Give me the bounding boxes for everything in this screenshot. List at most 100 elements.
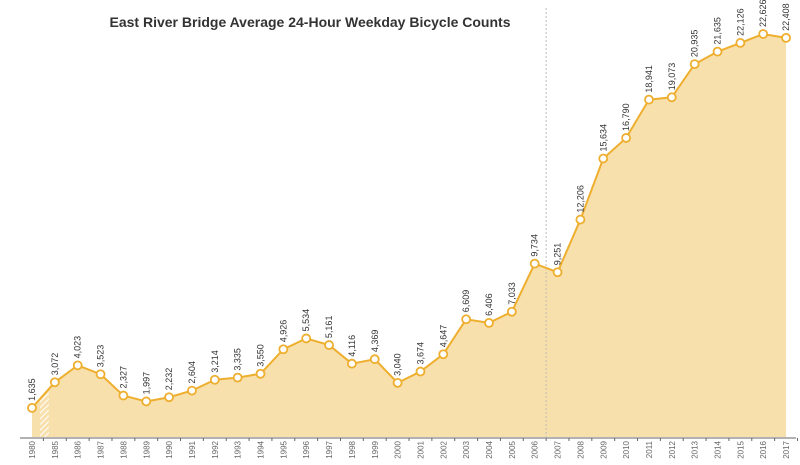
x-tick-label: 2012 (668, 440, 677, 458)
area-fill (32, 34, 787, 437)
x-tick-label: 1997 (325, 440, 334, 458)
data-point (118, 390, 129, 401)
x-tick-label: 1985 (51, 440, 60, 458)
data-label: 5,161 (324, 316, 334, 339)
data-point (644, 94, 654, 105)
data-label: 2,604 (187, 361, 197, 384)
data-label: 4,926 (278, 320, 288, 343)
x-tick-label: 1999 (371, 440, 380, 458)
data-point (689, 59, 700, 70)
data-label: 3,674 (415, 342, 425, 365)
x-tick-label: 2015 (736, 440, 745, 458)
data-point (27, 402, 37, 413)
data-point (735, 38, 746, 48)
x-tick-label: 2017 (782, 440, 791, 458)
x-tick-label: 1991 (188, 440, 197, 458)
data-point (369, 354, 380, 365)
data-label: 3,214 (210, 350, 220, 373)
data-label: 22,126 (735, 8, 745, 36)
x-tick-label: 1994 (257, 440, 266, 458)
data-label: 3,523 (96, 345, 106, 368)
x-tick-label: 1986 (74, 440, 83, 458)
data-point (187, 385, 197, 396)
data-point (598, 153, 609, 164)
x-tick-label: 2014 (714, 440, 723, 458)
x-tick-label: 2010 (622, 440, 631, 458)
data-label: 15,634 (598, 124, 608, 152)
data-point (712, 46, 723, 57)
x-tick-label: 2005 (508, 440, 517, 458)
data-point (529, 258, 540, 269)
x-tick-label: 1995 (279, 440, 288, 458)
data-label: 4,647 (438, 325, 448, 348)
x-tick-label: 2000 (394, 440, 403, 458)
data-label: 5,534 (301, 309, 311, 332)
x-tick-label: 2007 (554, 440, 563, 458)
data-label: 18,941 (644, 65, 654, 93)
data-point (72, 360, 83, 371)
data-label: 1,997 (141, 372, 151, 395)
x-tick-label: 1989 (142, 440, 151, 458)
data-label: 4,116 (347, 335, 357, 357)
x-tick-label: 1988 (119, 440, 128, 458)
data-point (209, 374, 220, 385)
data-point (324, 340, 334, 350)
x-tick-label: 2006 (531, 440, 540, 458)
data-label: 9,734 (530, 234, 540, 257)
data-point (232, 372, 243, 383)
data-label: 4,369 (370, 330, 380, 353)
data-point (666, 92, 677, 103)
data-label: 12,206 (575, 185, 585, 213)
data-label: 4,023 (73, 336, 83, 359)
data-point (346, 358, 357, 369)
data-label: 3,072 (50, 353, 60, 376)
data-point (278, 344, 289, 355)
data-label: 19,073 (667, 63, 677, 91)
hatched-gap (40, 389, 49, 437)
x-tick-label: 2004 (485, 440, 494, 458)
x-tick-label: 1996 (302, 440, 311, 458)
data-label: 16,790 (621, 103, 631, 131)
data-point (392, 377, 403, 388)
x-tick-label: 1987 (97, 440, 106, 458)
data-label: 1,635 (27, 378, 37, 401)
data-label: 6,609 (461, 290, 471, 313)
x-tick-label: 2002 (439, 440, 448, 458)
data-label: 6,406 (484, 293, 494, 316)
x-tick-label: 2008 (576, 440, 585, 458)
data-point (758, 29, 769, 39)
data-label: 3,335 (233, 348, 243, 371)
data-label: 20,935 (690, 30, 700, 58)
data-label: 22,626 (758, 0, 768, 27)
data-point (95, 369, 106, 380)
data-point (438, 349, 449, 360)
data-point (141, 396, 152, 407)
x-tick-label: 2003 (462, 440, 471, 458)
x-tick-label: 2009 (599, 440, 608, 458)
x-tick-label: 2013 (691, 440, 700, 458)
x-tick-label: 2016 (759, 440, 768, 458)
data-point (301, 333, 312, 344)
data-point (461, 314, 472, 325)
data-label: 7,033 (507, 282, 517, 305)
data-label: 2,327 (118, 366, 128, 389)
data-label: 3,040 (393, 353, 403, 376)
data-label: 9,251 (553, 243, 563, 266)
data-point (255, 368, 266, 379)
data-point (49, 377, 60, 388)
data-point (781, 32, 791, 43)
x-tick-label: 1992 (211, 440, 220, 458)
x-tick-label: 1990 (165, 440, 174, 458)
x-tick-label: 1980 (28, 440, 37, 458)
data-label: 3,550 (256, 344, 266, 367)
data-point (552, 267, 563, 278)
data-point (415, 366, 426, 377)
data-point (484, 318, 494, 328)
data-point (621, 133, 631, 143)
data-point (164, 392, 175, 403)
x-tick-label: 1998 (348, 440, 357, 458)
x-tick-label: 1993 (234, 440, 243, 458)
x-tick-label: 2001 (416, 440, 425, 458)
x-tick-label: 2011 (645, 440, 654, 458)
